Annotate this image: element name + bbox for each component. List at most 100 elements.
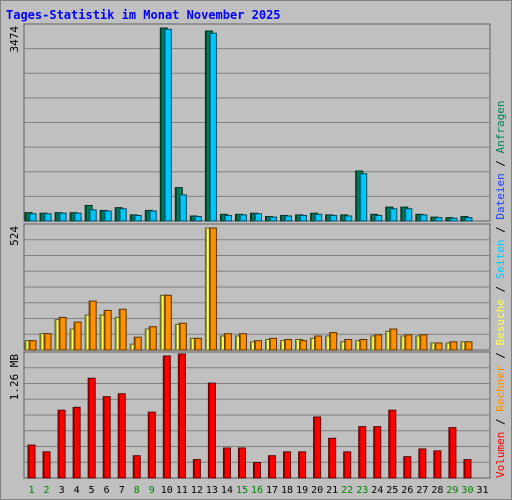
- bar-fill: [237, 447, 246, 479]
- x-tick-label-day-22: 22: [341, 485, 353, 496]
- bar-fill: [373, 426, 382, 479]
- x-tick-label-day-4: 4: [74, 485, 80, 496]
- bar-dateien-day-21: [329, 214, 338, 222]
- bar-fill: [359, 339, 368, 351]
- bar-besuche-day-10: [163, 294, 172, 351]
- bar-fill: [434, 342, 443, 351]
- x-tick-label-day-26: 26: [401, 485, 413, 496]
- bar-besuche-day-19: [299, 340, 308, 351]
- bar-volumen-day-6: [102, 396, 111, 479]
- x-axis-day-labels: 1 2 3 4 5 6 7 8 9 10 11 12 13 14 15 16 17 18 19 20 21 22 23 24 2…: [29, 485, 489, 496]
- bar-volumen-day-13: [207, 382, 216, 479]
- bar-fill: [419, 214, 428, 222]
- bar-dateien-day-3: [58, 212, 67, 222]
- x-tick-label-day-3: 3: [59, 485, 65, 496]
- x-tick-label-day-9: 9: [149, 485, 155, 496]
- legend-item-volumen: Volumen: [494, 432, 507, 478]
- bar-dateien-day-26: [404, 208, 413, 222]
- legend-separator: /: [494, 153, 507, 173]
- bar-fill: [329, 214, 338, 222]
- legend-text: Volumen / Rechner / Besuche / Seiten / D…: [494, 100, 507, 478]
- bar-besuche-day-24: [374, 334, 383, 351]
- bar-fill: [163, 28, 172, 222]
- bar-fill: [118, 308, 127, 351]
- bar-fill: [222, 447, 231, 479]
- bar-dateien-day-5: [88, 209, 97, 222]
- bar-fill: [57, 409, 66, 479]
- bar-fill: [103, 309, 112, 351]
- bar-dateien-day-6: [103, 210, 112, 222]
- bar-fill: [133, 336, 142, 351]
- bar-fill: [299, 214, 308, 222]
- bar-fill: [269, 337, 278, 351]
- bar-besuche-day-26: [404, 334, 413, 351]
- bar-fill: [314, 335, 323, 351]
- bar-fill: [208, 32, 217, 222]
- bar-dateien-day-18: [284, 215, 293, 222]
- x-tick-label-day-17: 17: [266, 485, 278, 496]
- x-tick-label-day-29: 29: [446, 485, 458, 496]
- y-max-label-top: 3474: [8, 26, 21, 53]
- x-tick-label-day-10: 10: [161, 485, 173, 496]
- bar-fill: [253, 462, 261, 479]
- bar-fill: [463, 459, 472, 479]
- bar-fill: [329, 332, 338, 351]
- x-tick-label-day-13: 13: [206, 485, 218, 496]
- x-tick-label-day-15: 15: [236, 485, 248, 496]
- bar-fill: [359, 173, 368, 222]
- bar-volumen-day-9: [147, 411, 156, 479]
- bar-fill: [238, 214, 247, 222]
- x-tick-label-day-7: 7: [119, 485, 125, 496]
- bar-besuche-day-22: [344, 339, 353, 351]
- panel-volume: 1.26 MB: [8, 351, 491, 479]
- bar-besuche-day-1: [28, 340, 37, 351]
- x-tick-label-day-18: 18: [281, 485, 293, 496]
- bar-volumen-day-29: [448, 427, 457, 479]
- bar-volumen-day-1: [27, 444, 36, 479]
- bar-volumen-day-22: [343, 451, 352, 479]
- bar-fill: [118, 208, 127, 222]
- bar-besuche-day-16: [254, 340, 262, 351]
- bar-fill: [313, 416, 322, 479]
- bar-fill: [43, 333, 52, 351]
- bar-dateien-day-22: [344, 215, 353, 222]
- bar-besuche-day-8: [133, 336, 142, 351]
- legend-separator: /: [494, 220, 507, 240]
- bar-dateien-day-19: [299, 214, 308, 222]
- bar-dateien-day-25: [389, 208, 398, 222]
- bar-volumen-day-27: [418, 448, 427, 479]
- bar-fill: [72, 406, 81, 479]
- x-tick-label-day-12: 12: [191, 485, 203, 496]
- bar-besuche-day-18: [284, 339, 293, 351]
- bar-dateien-day-20: [314, 213, 323, 222]
- bar-fill: [73, 321, 82, 351]
- bar-dateien-day-9: [148, 210, 157, 222]
- bar-fill: [328, 437, 337, 479]
- bar-volumen-day-23: [358, 426, 367, 479]
- bar-fill: [464, 341, 473, 351]
- bar-fill: [28, 340, 37, 351]
- bar-fill: [388, 409, 397, 479]
- bar-besuche-day-3: [58, 316, 67, 351]
- bar-besuche-day-23: [359, 339, 368, 351]
- x-tick-label-day-6: 6: [104, 485, 110, 496]
- x-tick-label-day-31: 31: [476, 485, 488, 496]
- bar-volumen-day-12: [192, 459, 201, 479]
- bar-fill: [269, 216, 278, 222]
- bar-volumen-day-30: [463, 459, 472, 479]
- legend-item-besuche: Besuche: [494, 299, 507, 345]
- x-tick-label-day-28: 28: [431, 485, 443, 496]
- bar-fill: [193, 337, 202, 351]
- legend-item-anfragen: Anfragen: [494, 100, 507, 153]
- bar-dateien-day-8: [133, 214, 142, 222]
- bar-besuche-day-15: [238, 333, 247, 351]
- legend-separator: /: [494, 279, 507, 299]
- x-tick-label-day-21: 21: [326, 485, 338, 496]
- bar-fill: [314, 213, 323, 222]
- bar-volumen-day-5: [87, 377, 96, 479]
- bar-volumen-day-28: [433, 450, 442, 479]
- x-tick-label-day-1: 1: [29, 485, 35, 496]
- bar-fill: [148, 210, 157, 222]
